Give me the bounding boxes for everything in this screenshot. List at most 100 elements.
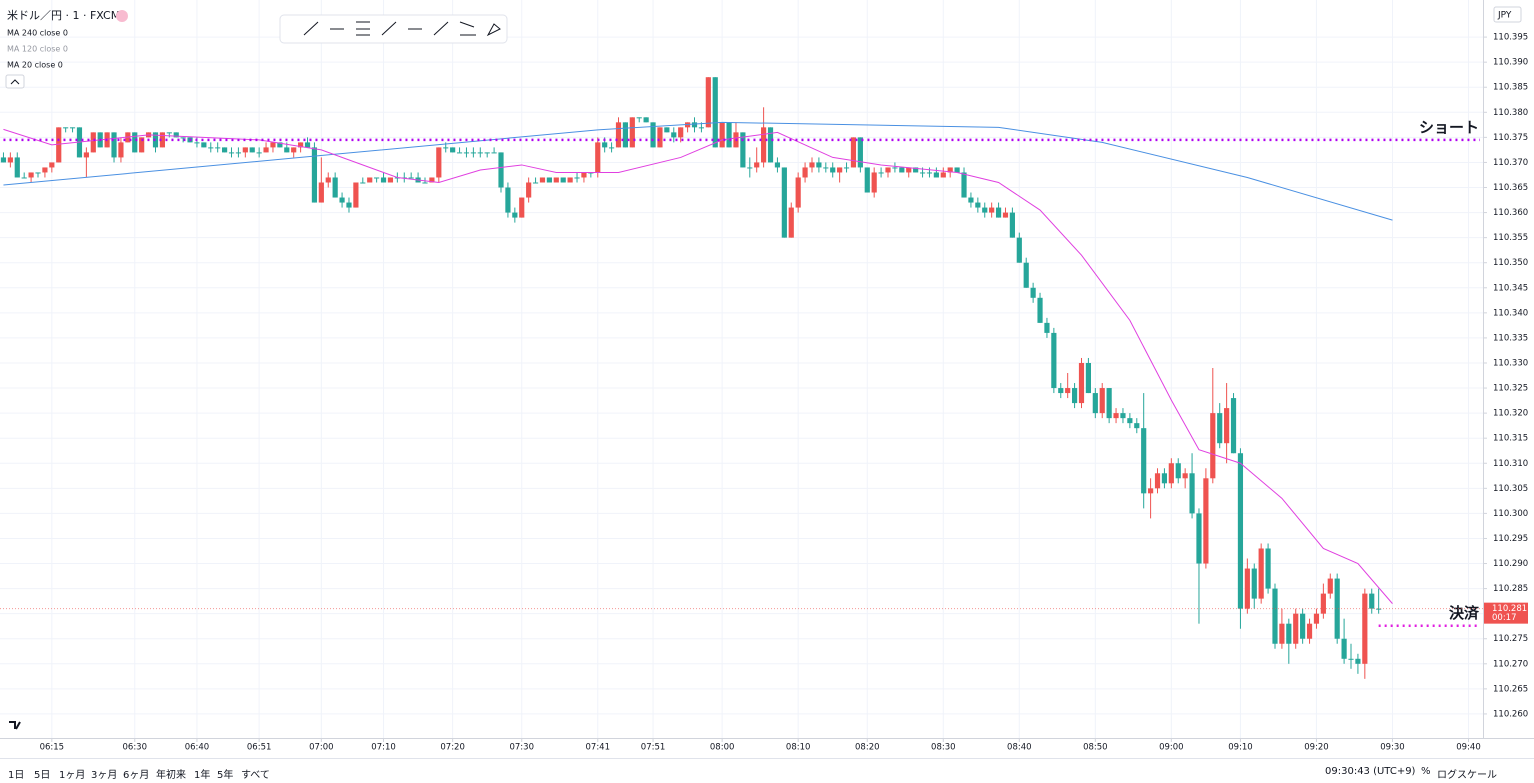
candle-body (761, 127, 767, 163)
candle-body (788, 207, 794, 238)
candle-body (1120, 413, 1126, 419)
x-tick-label: 09:00 (1159, 743, 1184, 753)
candle-body (1306, 623, 1313, 639)
candle-body (1334, 578, 1340, 639)
candle-body (498, 152, 504, 188)
candle-body (14, 157, 20, 178)
toolbar-icons[interactable] (303, 21, 501, 37)
x-tick-label: 06:51 (247, 743, 272, 753)
y-tick-label: 110.385 (1493, 83, 1528, 93)
candle-body (1141, 428, 1147, 494)
candle-body (1196, 513, 1202, 564)
collapse-button[interactable] (5, 74, 25, 89)
range-button[interactable]: 5日 (34, 770, 51, 781)
background (0, 0, 1534, 758)
candle-body (1051, 332, 1057, 389)
candle-body (657, 127, 663, 148)
candle-body (291, 147, 297, 153)
candle-body (201, 142, 207, 148)
x-tick-label: 08:20 (855, 743, 880, 753)
candle-body (1002, 212, 1009, 218)
candle-body (664, 127, 670, 133)
y-tick-label: 110.260 (1493, 709, 1528, 719)
y-tick-label: 110.335 (1493, 333, 1528, 343)
candle-body (1168, 463, 1174, 484)
candle-body (63, 127, 69, 129)
x-tick-label: 08:50 (1083, 743, 1108, 753)
candle-body (346, 202, 352, 208)
candle-body (1023, 262, 1029, 288)
candle-body (152, 132, 159, 148)
candle-body (913, 167, 919, 173)
range-button[interactable]: 6ヶ月 (123, 770, 150, 781)
range-button[interactable]: 1年 (194, 770, 211, 781)
candle-body (574, 177, 580, 179)
candle-body (1237, 453, 1244, 609)
last-price-label: 110.281 (1492, 604, 1527, 614)
x-tick-label: 06:15 (40, 743, 65, 753)
candle-body (608, 147, 615, 149)
candle-body (1099, 388, 1105, 414)
range-button[interactable]: 3ヶ月 (91, 770, 118, 781)
candle-body (1348, 658, 1354, 660)
candle-body (864, 167, 870, 193)
candle-body (304, 142, 311, 148)
log-scale-button[interactable]: ログスケール (1437, 770, 1497, 781)
x-tick-label: 08:00 (710, 743, 735, 753)
x-tick-label: 09:40 (1456, 743, 1481, 753)
legend-entry: MA 240 close 0 (7, 29, 68, 38)
candle-body (1071, 388, 1078, 404)
currency[interactable]: JPY (1497, 11, 1512, 21)
candle-body (989, 207, 995, 213)
candle-body (968, 197, 974, 203)
candle-body (1300, 613, 1306, 639)
candle-body (1313, 613, 1320, 624)
candle-body (899, 167, 905, 173)
candle-body (643, 117, 649, 123)
candle-body (1293, 613, 1299, 644)
candle-body (443, 147, 449, 149)
candle-body (581, 172, 587, 178)
range-button[interactable]: すべて (241, 770, 270, 781)
candle-body (408, 177, 414, 179)
legend-entry: MA 120 close 0 (7, 45, 68, 54)
logo-mark (9, 721, 21, 730)
candle-body (318, 182, 324, 203)
candle-body (1320, 593, 1326, 614)
candle-body (850, 137, 857, 168)
range-button[interactable]: 1ヶ月 (59, 770, 86, 781)
candle-body (132, 132, 138, 153)
candle-body (1279, 623, 1285, 644)
range-button[interactable]: 1日 (8, 770, 25, 781)
candle-body (166, 132, 172, 134)
candle-body (0, 157, 7, 163)
candle-body (526, 182, 532, 198)
range-button[interactable]: 5年 (217, 770, 234, 781)
candle-body (719, 122, 725, 148)
logo (7, 716, 25, 732)
line-label: 決済 (1449, 604, 1480, 622)
x-tick-label: 07:30 (509, 743, 534, 753)
drawing-toolbar (279, 14, 508, 44)
percent-button[interactable]: % (1421, 766, 1431, 777)
candle-body (919, 172, 926, 174)
candle-body (1154, 473, 1161, 489)
candle-body (1030, 287, 1036, 298)
range-button[interactable]: 年初来 (156, 770, 186, 781)
bottom-toolbar: 1日 5日 1ヶ月 3ヶ月 6ヶ月 年初来 1年 5年 すべて 09:30:43… (0, 758, 1534, 783)
candle-body (1203, 478, 1209, 564)
candle-body (360, 182, 366, 184)
candle-body (705, 77, 711, 128)
candle-body (843, 167, 850, 169)
candle-body (975, 202, 981, 208)
candle-body (1092, 393, 1098, 414)
candle-body (602, 142, 608, 148)
candle-body (422, 182, 428, 184)
candle-body (1217, 413, 1223, 444)
candle-body (56, 127, 62, 163)
candle-body (90, 132, 96, 153)
currency-button[interactable] (1493, 6, 1522, 23)
candle-body (1244, 568, 1250, 609)
candle-body (954, 167, 960, 173)
